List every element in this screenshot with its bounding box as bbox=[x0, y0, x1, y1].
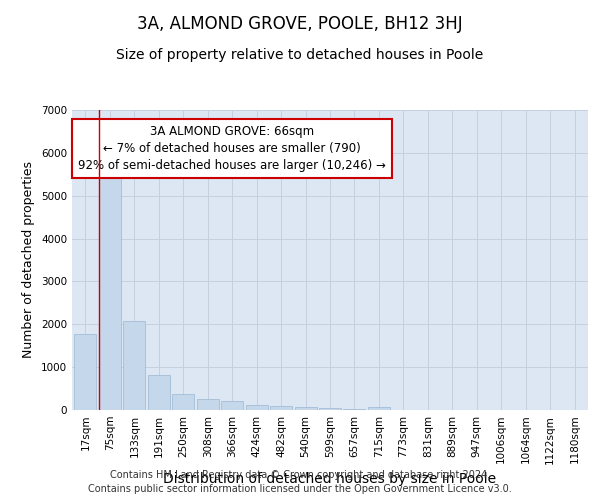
Bar bbox=[221, 402, 243, 410]
X-axis label: Distribution of detached houses by size in Poole: Distribution of detached houses by size … bbox=[163, 472, 497, 486]
Text: 3A, ALMOND GROVE, POOLE, BH12 3HJ: 3A, ALMOND GROVE, POOLE, BH12 3HJ bbox=[137, 15, 463, 33]
Bar bbox=[172, 394, 194, 410]
Bar bbox=[295, 408, 317, 410]
Bar bbox=[319, 408, 341, 410]
Text: 3A ALMOND GROVE: 66sqm
← 7% of detached houses are smaller (790)
92% of semi-det: 3A ALMOND GROVE: 66sqm ← 7% of detached … bbox=[78, 125, 386, 172]
Bar bbox=[368, 408, 390, 410]
Bar bbox=[343, 409, 365, 410]
Bar bbox=[148, 376, 170, 410]
Text: Size of property relative to detached houses in Poole: Size of property relative to detached ho… bbox=[116, 48, 484, 62]
Bar bbox=[124, 322, 145, 410]
Y-axis label: Number of detached properties: Number of detached properties bbox=[22, 162, 35, 358]
Bar bbox=[270, 406, 292, 410]
Bar bbox=[74, 334, 97, 410]
Bar bbox=[197, 400, 219, 410]
Text: Contains HM Land Registry data © Crown copyright and database right 2024.
Contai: Contains HM Land Registry data © Crown c… bbox=[88, 470, 512, 494]
Bar bbox=[245, 406, 268, 410]
Bar bbox=[99, 162, 121, 410]
